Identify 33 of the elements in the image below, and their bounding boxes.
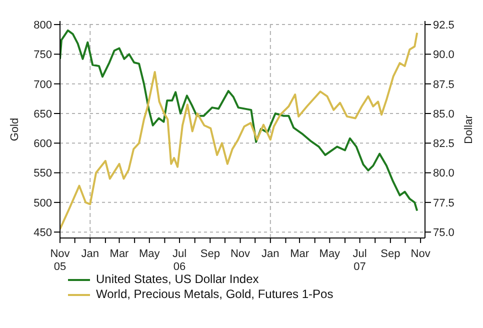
y2-tick-label: 85.0 <box>433 108 454 120</box>
x-tick-label: Mar <box>290 248 310 260</box>
x-tick-label: Sep <box>380 248 400 260</box>
y2-tick-label: 77.5 <box>433 197 454 210</box>
y-tick-label: 750 <box>34 49 52 62</box>
legend-label: United States, US Dollar Index <box>96 272 259 287</box>
y2-tick-label: 90.0 <box>433 49 454 62</box>
x-tick-label: Nov <box>410 248 431 260</box>
y-tick-label: 800 <box>34 19 52 32</box>
y-tick-label: 600 <box>34 138 52 150</box>
y2-tick-label: 75.0 <box>433 226 454 239</box>
y-tick-label: 650 <box>34 108 52 120</box>
x-tick-label: Jul 06 <box>172 248 187 273</box>
y-tick-label: 700 <box>34 78 52 91</box>
y2-tick-label: 82.5 <box>433 138 454 150</box>
y-tick-label: 550 <box>34 168 52 180</box>
x-tick-label: Nov <box>230 248 251 260</box>
y2-tick-label: 87.5 <box>433 78 454 91</box>
x-tick-label: Jan <box>81 248 100 260</box>
y-tick-label: 450 <box>34 226 52 239</box>
y2-tick-label: 80.0 <box>433 168 454 180</box>
y-axis-title: Gold <box>8 118 21 142</box>
y2-axis-title: Dollar <box>462 114 475 144</box>
y-tick-label: 500 <box>34 197 52 210</box>
x-tick-label: Jan <box>262 248 280 260</box>
legend-label: World, Precious Metals, Gold, Futures 1-Pos <box>96 287 334 302</box>
x-tick-label: Mar <box>110 248 130 260</box>
x-tick-label: Nov 05 <box>50 248 70 273</box>
x-tick-label: Sep <box>200 248 220 260</box>
y2-tick-label: 92.5 <box>433 19 454 32</box>
x-tick-label: May <box>319 248 341 260</box>
x-tick-label: May <box>139 248 160 260</box>
x-tick-label: Jul 07 <box>352 248 367 273</box>
